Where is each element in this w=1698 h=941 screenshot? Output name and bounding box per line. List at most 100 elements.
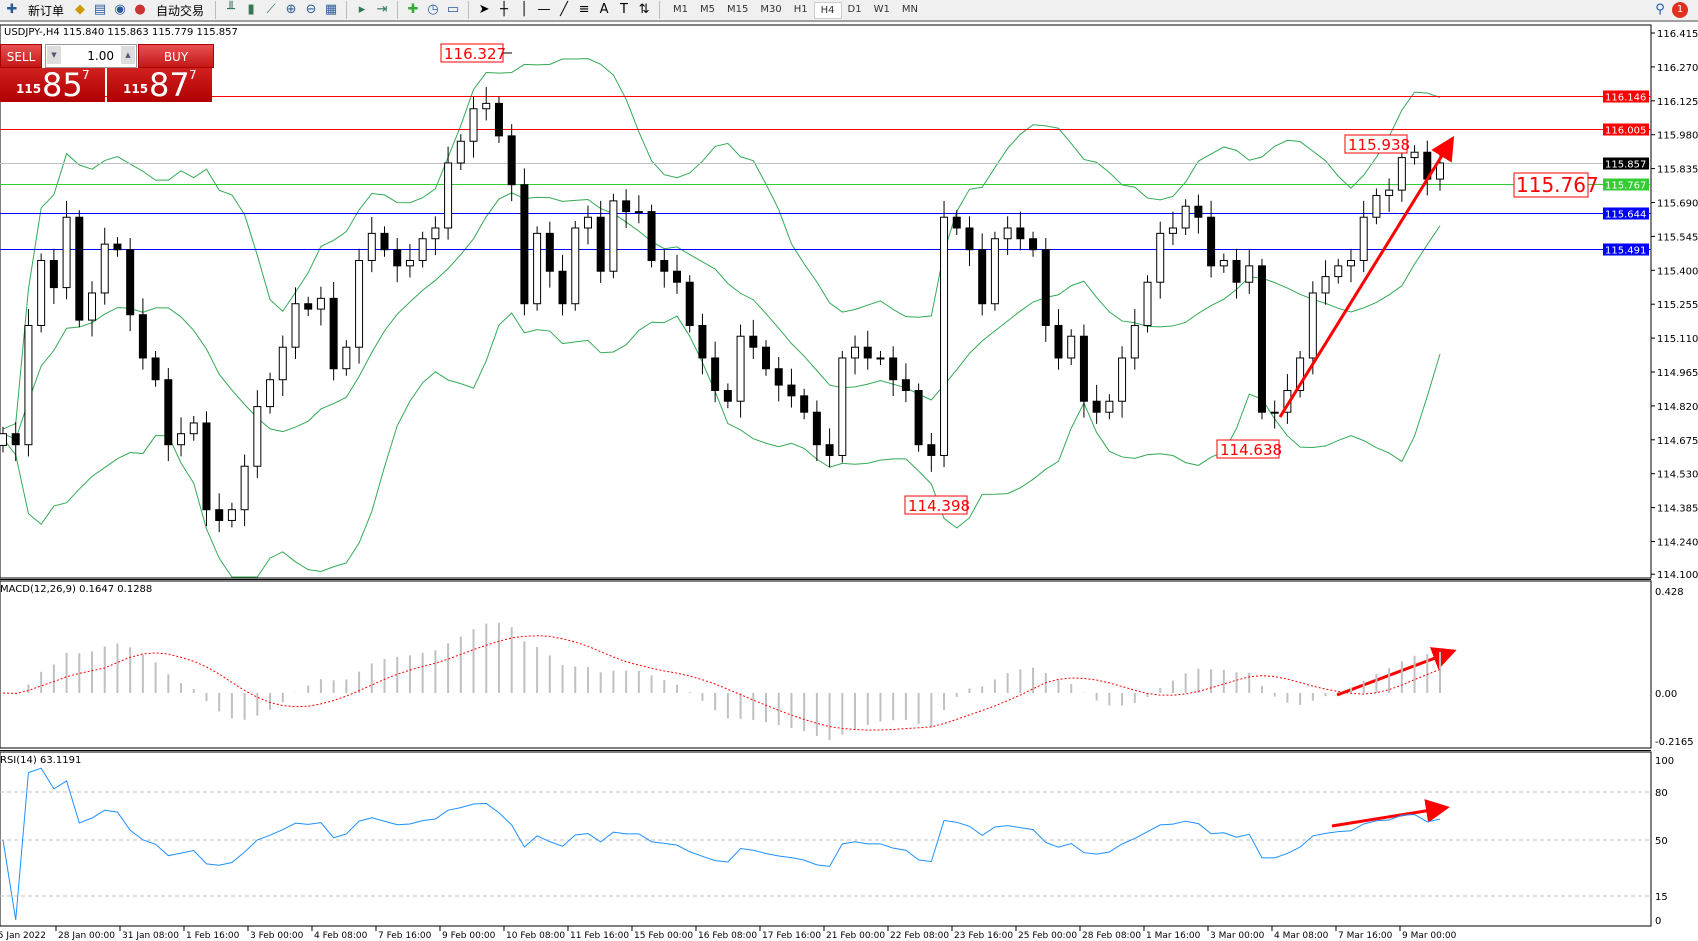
price-level-tag [1603, 207, 1649, 220]
new-order-icon[interactable]: ✚ [6, 2, 18, 17]
candle-body [329, 297, 338, 370]
search-icon[interactable]: ⚲ [1655, 2, 1665, 17]
arrows-icon[interactable]: ⇅ [638, 2, 650, 17]
divider [659, 1, 661, 19]
signals-icon[interactable]: ◉ [114, 2, 126, 17]
crosshair-icon[interactable]: ┼ [500, 2, 508, 17]
candle-body [825, 444, 834, 456]
candle-body [62, 216, 71, 289]
candle-body [609, 200, 618, 272]
macd-signal-line [2, 635, 1441, 731]
candle-body [393, 249, 402, 267]
candle-body [494, 102, 503, 137]
candle-body [1397, 157, 1406, 191]
auto-trading-icon[interactable]: ● [134, 2, 146, 17]
candle-body [1257, 265, 1266, 413]
candlestick-icon[interactable]: ▮ [247, 2, 255, 17]
candle-body [978, 249, 987, 305]
lot-increase-button[interactable]: ▲ [121, 46, 135, 64]
price-annotation: 114.398 [908, 497, 970, 515]
price-chart[interactable]: 116.415 116.270 116.125 115.980 115.835 115.6… [0, 24, 1698, 941]
candle-body [787, 384, 796, 397]
candle-body [227, 509, 236, 521]
timeframe-d1[interactable]: D1 [847, 3, 862, 15]
candle-body [901, 379, 910, 391]
chart-header: USDJPY-,H4 115.840 115.863 115.779 115.8… [4, 27, 238, 38]
candle-body [202, 422, 211, 511]
candle-body [660, 259, 669, 272]
timeframe-m5[interactable]: M5 [700, 3, 716, 15]
line-chart-icon[interactable]: ⟋ [266, 2, 276, 17]
toolbar: ✚ 新订单 ◆ ▤ ◉ ● 自动交易 ╨ ▮ ⟋ ⊕ ⊖ ▦ ▸ ⇥ ✚ ◷ ▭… [0, 0, 1698, 22]
price-level-value: 116.005 [1605, 126, 1646, 137]
price-level-value: 115.767 [1605, 181, 1646, 192]
trendline-icon[interactable]: ╱ [560, 2, 568, 17]
zoom-out-icon[interactable]: ⊖ [305, 2, 317, 17]
sell-button[interactable]: SELL [0, 44, 42, 68]
candle-body [736, 335, 745, 402]
price-level-tag [1603, 123, 1649, 136]
candle-body [1118, 357, 1127, 402]
time-axis-label: 31 Jan 08:00 [122, 931, 179, 941]
vertical-line-icon[interactable]: │ [520, 2, 528, 17]
bar-chart-icon[interactable]: ╨ [227, 2, 235, 17]
tile-windows-icon[interactable]: ▦ [324, 2, 338, 17]
macd-axis-label: 0.428 [1655, 587, 1684, 598]
price-axis-label: 115.255 [1657, 300, 1698, 311]
price-level-tag [1603, 90, 1649, 103]
candle-body [367, 232, 376, 261]
candle-body [1334, 265, 1343, 278]
buy-button[interactable]: BUY [138, 44, 214, 68]
timeframe-h1[interactable]: H1 [793, 3, 808, 15]
rsi-axis-label: 15 [1655, 892, 1668, 903]
zoom-in-icon[interactable]: ⊕ [285, 2, 297, 17]
new-order-button[interactable]: 新订单 [28, 3, 65, 18]
text-icon[interactable]: A [599, 2, 609, 17]
candle-body [88, 292, 97, 321]
candle-body [253, 406, 262, 467]
candle-body [596, 216, 605, 272]
price-annotation: 115.938 [1348, 136, 1410, 154]
candle-body [469, 108, 478, 142]
text-label-icon[interactable]: T [620, 2, 628, 17]
candle-body [1207, 216, 1216, 267]
candle-body [1194, 205, 1203, 218]
autoscroll-icon[interactable]: ▸ [358, 2, 366, 17]
fibonacci-icon[interactable]: ≡ [578, 2, 590, 17]
candle-body [138, 314, 147, 359]
auto-trading-button[interactable]: 自动交易 [156, 3, 205, 18]
timeframe-h4[interactable]: H4 [813, 1, 842, 19]
navigator-icon[interactable]: ▤ [93, 2, 107, 17]
sell-price[interactable]: 115 85 7 [0, 66, 105, 104]
periods-icon[interactable]: ◷ [427, 2, 439, 17]
bollinger-upper [2, 58, 1441, 430]
indicators-icon[interactable]: ✚ [407, 2, 419, 17]
chart-shift-icon[interactable]: ⇥ [376, 2, 388, 17]
notifications-badge[interactable]: 1 [1672, 2, 1688, 18]
sell-price-pips: 85 [42, 66, 83, 104]
divider [397, 1, 399, 19]
candle-body [1245, 265, 1254, 283]
templates-icon[interactable]: ▭ [446, 2, 460, 17]
candle-body [151, 357, 160, 381]
timeframe-m30[interactable]: M30 [760, 3, 782, 15]
timeframe-m1[interactable]: M1 [673, 3, 689, 15]
cursor-icon[interactable]: ➤ [478, 2, 490, 17]
bollinger-middle [2, 192, 1441, 440]
timeframe-mn[interactable]: MN [901, 3, 918, 15]
candle-body [164, 379, 173, 446]
price-axis-label: 114.240 [1657, 538, 1698, 549]
price-axis-label: 116.415 [1657, 29, 1698, 40]
candle-body [177, 433, 186, 446]
candle-body [812, 411, 821, 446]
candle-body [1410, 151, 1419, 159]
timeframe-w1[interactable]: W1 [873, 3, 890, 15]
buy-price[interactable]: 115 87 7 [107, 66, 212, 104]
time-axis-label: 10 Feb 08:00 [506, 931, 565, 941]
timeframe-m15[interactable]: M15 [727, 3, 749, 15]
lot-decrease-button[interactable]: ▼ [47, 46, 61, 64]
price-axis-label: 114.385 [1657, 504, 1698, 515]
candle-body [316, 297, 325, 310]
horizontal-line-icon[interactable]: — [537, 2, 551, 17]
market-watch-icon[interactable]: ◆ [75, 2, 86, 17]
